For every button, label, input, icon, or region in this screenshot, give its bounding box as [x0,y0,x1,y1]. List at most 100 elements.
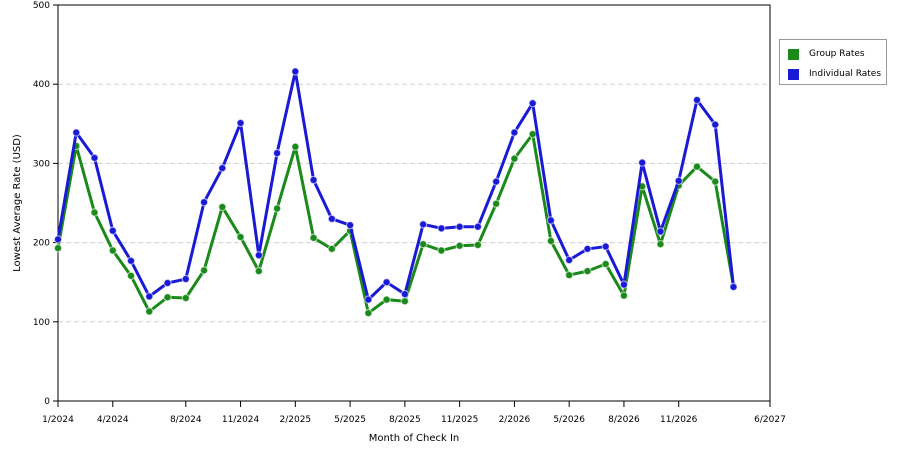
series-line-individual-rates [56,70,735,302]
data-point-individual-rates [145,292,154,301]
data-point-group-rates [309,233,318,243]
data-point-group-rates [327,244,337,254]
data-point-individual-rates [491,177,501,186]
data-point-group-rates [619,291,629,300]
x-tick-label-6-2027: 6/2027 [754,415,786,425]
data-point-group-rates [53,243,63,253]
data-point-individual-rates [181,274,190,284]
data-point-group-rates [546,236,556,246]
data-point-group-rates [455,241,464,250]
legend-label-group: Group Rates [809,49,865,59]
data-point-individual-rates [528,99,537,108]
data-point-group-rates [291,142,300,151]
data-point-individual-rates [382,278,391,287]
data-point-group-rates [510,154,519,163]
data-point-individual-rates [400,289,410,299]
data-point-individual-rates [309,175,318,185]
x-tick-label-5-2026: 5/2026 [553,415,585,425]
data-point-group-rates [145,307,154,316]
data-point-individual-rates [272,148,282,158]
y-tick-label-200: 200 [33,239,50,249]
x-tick-label-2-2025: 2/2025 [279,415,311,425]
data-point-individual-rates [711,120,720,129]
data-point-individual-rates [364,295,373,304]
data-point-group-rates [364,308,373,318]
x-axis-ticks: 1/2024 4/2024 8/2024 11/2024 2/2025 5/2025 8/2… [42,401,786,425]
y-axis-ticks: 0 100 200 300 400 500 [33,1,58,407]
y-tick-label-500: 500 [33,1,50,11]
x-tick-label-8-2024: 8/2024 [170,415,202,425]
x-tick-label-11-2025: 11/2025 [441,415,478,425]
x-tick-label-4-2024: 4/2024 [97,415,129,425]
data-point-group-rates [418,239,428,249]
data-point-individual-rates [729,282,738,292]
data-point-individual-rates [583,244,592,254]
data-point-individual-rates [254,251,264,260]
data-point-individual-rates [455,222,464,231]
data-point-individual-rates [72,128,81,137]
x-tick-label-11-2026: 11/2026 [660,415,698,425]
legend-swatch-individual [788,68,799,80]
data-point-individual-rates [674,176,683,186]
data-point-group-rates [272,204,282,213]
data-point-group-rates [528,129,537,139]
data-point-individual-rates [638,158,647,167]
data-point-group-rates [382,295,391,304]
data-point-group-rates [601,259,610,269]
x-tick-label-5-2025: 5/2025 [334,415,366,425]
x-tick-label-1-2024: 1/2024 [42,415,74,425]
data-point-group-rates [564,270,574,280]
data-point-individual-rates [546,216,556,225]
legend-swatch-group [788,48,799,60]
y-tick-label-300: 300 [33,159,50,169]
data-point-individual-rates [53,235,63,244]
data-point-individual-rates [108,226,117,235]
data-point-individual-rates [345,220,355,230]
data-point-individual-rates [291,67,300,76]
data-point-group-rates [236,232,245,242]
data-point-individual-rates [473,222,483,231]
x-tick-label-2-2026: 2/2026 [499,415,531,425]
grid-lines [58,83,770,323]
data-point-group-rates [254,266,264,276]
data-point-individual-rates [236,118,245,128]
x-tick-label-11-2024: 11/2024 [222,415,260,425]
x-tick-label-8-2025: 8/2025 [389,415,421,425]
data-point-group-rates [437,246,446,255]
data-point-group-rates [181,293,190,303]
data-point-individual-rates [619,280,629,289]
legend: Group Rates Individual Rates [779,39,887,85]
data-point-group-rates [656,239,665,249]
plot-area-frame [57,4,771,402]
data-point-group-rates [108,246,117,255]
data-point-group-rates [218,202,227,212]
data-point-individual-rates [218,163,227,173]
legend-item-group-rates: Group Rates [788,47,865,61]
data-point-group-rates [90,208,99,217]
legend-label-individual: Individual Rates [809,69,882,79]
y-axis-title: Lowest Average Rate (USD) [12,134,23,272]
data-point-individual-rates [692,95,702,105]
data-point-individual-rates [327,214,337,224]
data-point-individual-rates [199,198,209,207]
data-point-individual-rates [510,128,519,137]
y-tick-label-0: 0 [44,397,50,407]
data-point-individual-rates [418,220,428,229]
data-point-individual-rates [601,242,610,251]
data-point-group-rates [126,271,136,281]
data-point-individual-rates [90,153,99,163]
data-point-individual-rates [656,227,665,236]
data-point-group-rates [199,266,209,275]
series [53,67,738,318]
x-axis-title: Month of Check In [369,433,460,444]
data-point-individual-rates [126,256,136,266]
y-tick-label-100: 100 [33,318,50,328]
data-point-group-rates [711,177,720,186]
data-point-group-rates [473,240,483,250]
y-tick-label-400: 400 [33,80,50,90]
x-tick-label-8-2026: 8/2026 [608,415,640,425]
data-point-individual-rates [564,255,574,265]
data-point-individual-rates [163,278,172,288]
legend-item-individual-rates: Individual Rates [788,67,881,81]
